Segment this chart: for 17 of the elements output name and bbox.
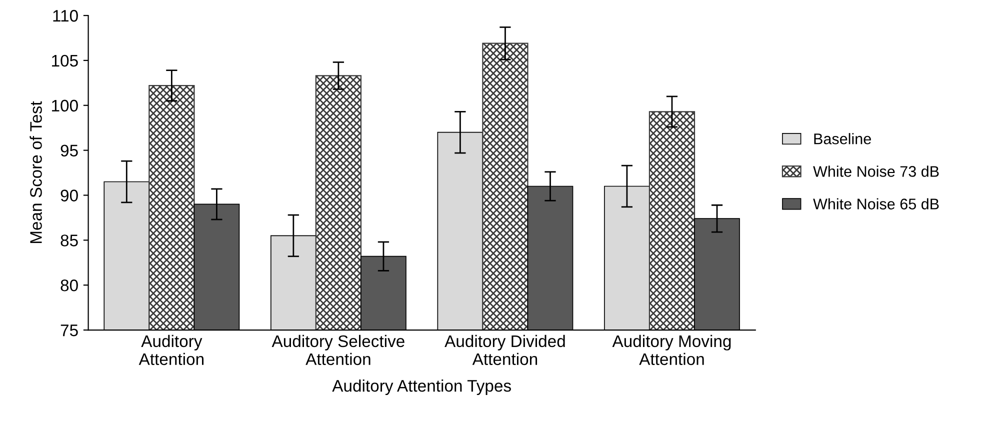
x-tick-label: Auditory Selective Attention [272, 334, 404, 366]
y-tick-label: 85 [60, 234, 78, 246]
y-tick-label: 75 [60, 324, 78, 336]
legend-label: Baseline [814, 133, 871, 144]
x-tick-label: Auditory Attention [138, 334, 204, 366]
x-tick-label: Auditory Divided Attention [444, 334, 565, 366]
y-tick-label: 90 [60, 190, 78, 202]
y-tick-label: 110 [53, 10, 78, 22]
y-axis-title: Mean Score of Test [30, 101, 42, 244]
x-axis-title: Auditory Attention Types [332, 379, 511, 396]
legend-label: White Noise 65 dB [813, 198, 939, 210]
legend-label: White Noise 73 dB [813, 166, 939, 177]
y-tick-label: 95 [60, 144, 78, 157]
y-tick-label: 100 [52, 100, 78, 112]
x-tick-label: Auditory Moving Attention [612, 334, 731, 366]
y-tick-label: 80 [60, 280, 78, 292]
y-tick-label: 105 [52, 54, 78, 67]
